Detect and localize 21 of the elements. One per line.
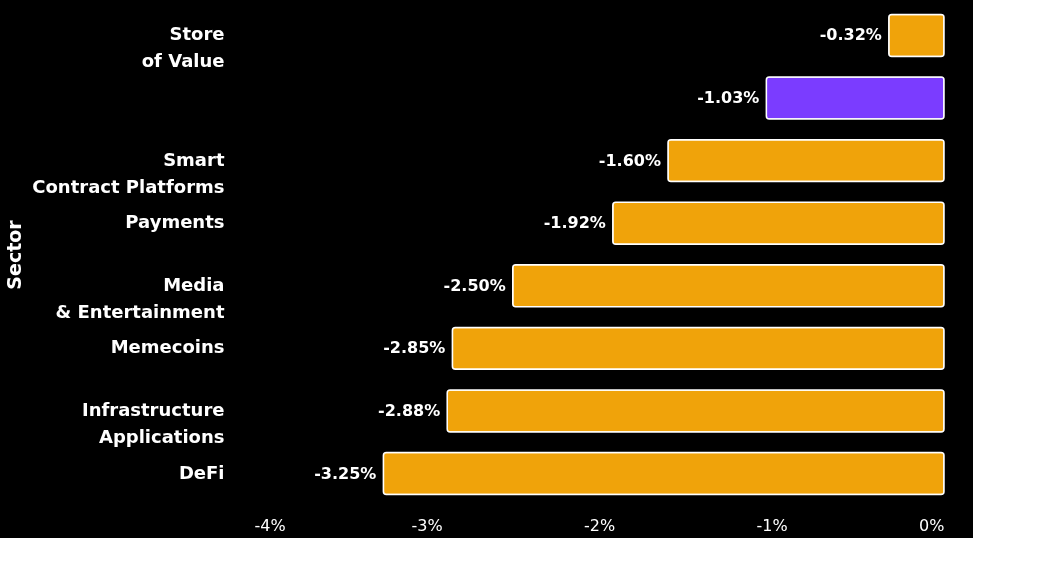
- data-label: -2.88%: [378, 400, 441, 420]
- y-tick-label: Memecoins: [110, 336, 225, 358]
- x-tick-label: -4%: [254, 515, 286, 535]
- data-label: -1.92%: [543, 213, 606, 233]
- y-tick-label: Media & Entertainment: [55, 273, 225, 322]
- y-axis-title: Sector: [2, 219, 25, 290]
- x-tick-label: -3%: [411, 515, 443, 535]
- data-label: -2.50%: [443, 275, 506, 295]
- y-tick-label: Payments: [125, 211, 225, 233]
- data-label: -0.32%: [819, 25, 882, 45]
- data-label: -3.25%: [314, 463, 377, 483]
- y-tick-label: DeFi: [178, 461, 225, 483]
- data-label: -1.03%: [697, 88, 760, 108]
- y-tick-label: Infrastructure Applications: [81, 398, 225, 447]
- x-tick-label: -2%: [583, 515, 616, 535]
- y-tick-label: Smart Contract Platforms: [32, 148, 225, 197]
- data-label: -1.60%: [598, 150, 661, 170]
- x-tick-label: -1%: [756, 515, 788, 535]
- x-tick-label: 0%: [919, 515, 945, 535]
- data-label: -2.85%: [383, 338, 446, 358]
- y-tick-label: Store of Value: [141, 23, 225, 72]
